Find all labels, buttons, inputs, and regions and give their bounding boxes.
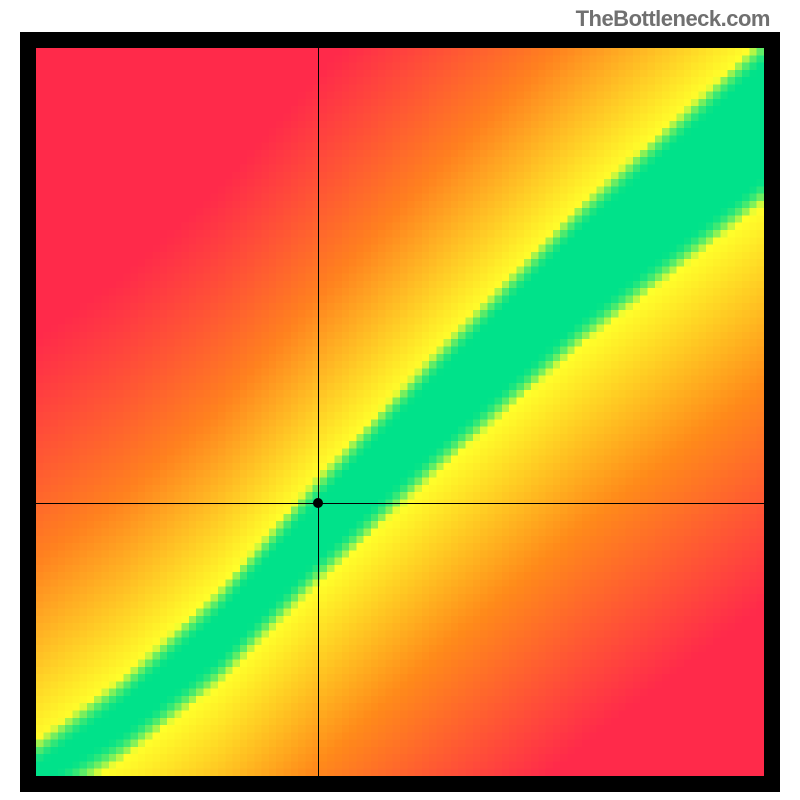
heatmap-canvas — [36, 48, 764, 776]
marker-dot — [313, 498, 323, 508]
crosshair-vertical — [318, 48, 319, 776]
chart-container: TheBottleneck.com — [0, 0, 800, 800]
attribution-text: TheBottleneck.com — [576, 6, 770, 32]
crosshair-horizontal — [36, 503, 764, 504]
chart-frame — [20, 32, 780, 792]
plot-area — [36, 48, 764, 776]
